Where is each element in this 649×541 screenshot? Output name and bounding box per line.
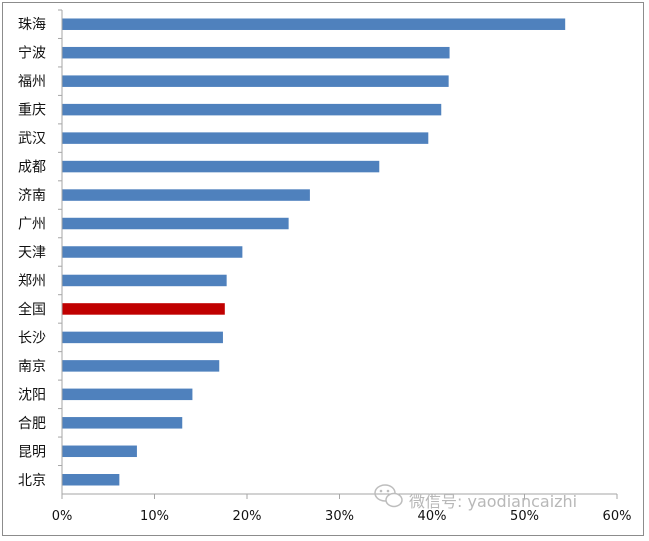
category-label: 天津 [18, 245, 46, 261]
bar [62, 417, 183, 429]
bar [62, 46, 450, 59]
watermark-text: 微信号: yaodiancaizhi [409, 492, 577, 511]
x-tick-label: 20% [233, 509, 262, 524]
category-label: 武汉 [18, 131, 46, 147]
bar [62, 103, 442, 116]
bar [62, 274, 227, 287]
category-label: 全国 [18, 301, 46, 318]
x-axis: 0% 10% 20% 30% 40% 50% 60% [52, 9, 632, 524]
x-tick-label: 40% [418, 509, 447, 524]
category-label: 沈阳 [18, 387, 46, 403]
bar [62, 75, 449, 87]
x-tick-label: 0% [52, 509, 73, 524]
category-label: 郑州 [18, 273, 46, 289]
x-tick-label: 30% [325, 509, 354, 524]
bar-national [62, 303, 225, 315]
category-label: 合肥 [18, 416, 46, 432]
category-label: 珠海 [18, 17, 46, 33]
x-tick-label: 10% [140, 509, 169, 524]
category-label: 成都 [18, 160, 46, 176]
category-label: 北京 [18, 473, 46, 489]
category-label: 昆明 [18, 444, 46, 460]
bar [62, 217, 289, 230]
bar [62, 331, 223, 344]
bar [62, 474, 120, 486]
category-label: 重庆 [18, 103, 46, 119]
wechat-icon [374, 484, 403, 508]
bar [62, 132, 429, 144]
bar [62, 360, 220, 372]
category-label: 南京 [18, 359, 46, 375]
category-label: 福州 [18, 74, 46, 90]
bar [62, 18, 566, 30]
bar [62, 246, 243, 258]
bar [62, 160, 380, 173]
bar [62, 189, 310, 201]
bar [62, 445, 137, 458]
category-label: 广州 [18, 217, 46, 233]
category-label: 济南 [18, 188, 46, 204]
category-label: 宁波 [18, 45, 46, 62]
watermark: 微信号: yaodiancaizhi [374, 484, 577, 511]
bars-layer [62, 18, 566, 486]
x-tick-label: 60% [603, 509, 632, 524]
bar [62, 388, 193, 401]
x-tick-label: 50% [510, 509, 539, 524]
category-label: 长沙 [18, 330, 46, 346]
